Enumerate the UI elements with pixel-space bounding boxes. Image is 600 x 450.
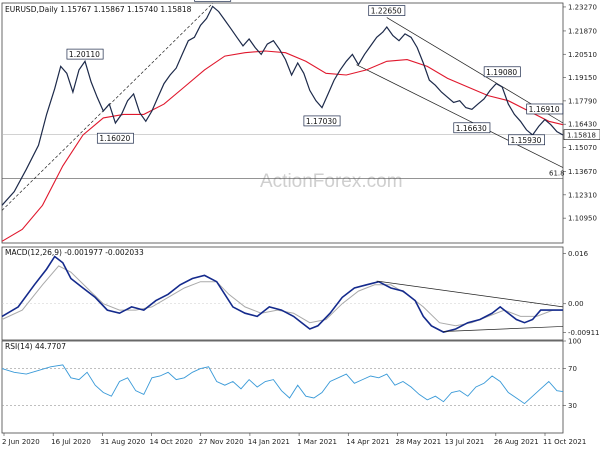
- macd-trendline: [443, 326, 564, 332]
- rsi-header: RSI(14) 44.7707: [5, 342, 66, 351]
- price-y-tick-label: 1.23270: [568, 3, 597, 11]
- rsi-frame: [1, 340, 564, 434]
- rsi-y-tick-label: 70: [568, 365, 577, 373]
- rsi-line: [1, 364, 564, 405]
- x-tick-label: 13 Jul 2021: [445, 438, 485, 446]
- fib-61-8-label: 61.8: [549, 170, 565, 178]
- price-trendline: [356, 64, 564, 168]
- price-annotation-box: [194, 0, 232, 2]
- price-y-tick-label: 1.13670: [568, 168, 597, 176]
- x-tick-label: 14 Apr 2021: [346, 438, 389, 446]
- price-y-tick-label: 1.10950: [568, 215, 597, 223]
- x-tick-label: 1 Mar 2021: [297, 438, 337, 446]
- axis-labels: 1.23270 1.21870 1.20510 1.19150 1.17790 1.164…: [2, 3, 600, 446]
- price-annotation-label: 1.16630: [456, 124, 487, 133]
- macd-y-tick-label: 0.00: [568, 300, 584, 308]
- price-y-tick-label: 1.15070: [568, 144, 597, 152]
- price-y-tick-label: 1.21870: [568, 27, 597, 35]
- macd-panel: [1, 255, 564, 333]
- price-annotation-label: 1.17030: [306, 117, 337, 126]
- rsi-panel: [1, 364, 564, 406]
- x-tick-label: 11 Oct 2021: [543, 438, 586, 446]
- price-annotation-label: 1.16020: [99, 134, 130, 143]
- price-annotation-label: 1.20110: [69, 50, 100, 59]
- price-annotation-box: [453, 122, 491, 134]
- price-y-tick-label: 1.17790: [568, 97, 597, 105]
- price-annotation-label: 1.19080: [486, 68, 517, 77]
- price-annotation-label: 1.15930: [510, 136, 541, 145]
- macd-y-tick-label: 0.016: [568, 250, 589, 258]
- price-y-tick-label: 1.20510: [568, 51, 597, 59]
- macd-trendline: [376, 280, 564, 308]
- price-annotation-box: [96, 132, 134, 144]
- price-annotation-label: 1.22650: [371, 7, 402, 16]
- sma-line: [1, 50, 564, 242]
- price-annotation-box: [508, 134, 545, 146]
- macd-frame: [1, 246, 564, 341]
- x-tick-label: 31 Aug 2020: [100, 438, 145, 446]
- price-panel: 61.8 1.23480 1.22650 1.20110 1.19080 1.16910 1…: [1, 0, 565, 242]
- x-tick-label: 27 Nov 2020: [199, 438, 244, 446]
- x-tick-label: 14 Oct 2020: [150, 438, 193, 446]
- price-y-tick-label: 1.16430: [568, 121, 597, 129]
- x-tick-label: 16 Jul 2020: [51, 438, 91, 446]
- price-header: EURUSD,Daily 1.15767 1.15867 1.15740 1.1…: [5, 5, 192, 14]
- price-annotation-box: [368, 5, 406, 16]
- macd-line: [1, 255, 563, 333]
- price-annotation-box: [303, 115, 341, 127]
- price-annotation-box: [66, 48, 104, 60]
- price-annotation-box: [483, 66, 521, 78]
- price-annotation-box: [526, 103, 564, 115]
- x-tick-label: 14 Jan 2021: [248, 438, 290, 446]
- current-price-box: [563, 129, 600, 140]
- rsi-y-tick-label: 30: [568, 402, 577, 410]
- rsi-y-tick-label: 100: [568, 338, 581, 346]
- x-tick-label: 2 Jun 2020: [2, 438, 40, 446]
- x-tick-label: 26 Aug 2021: [494, 438, 539, 446]
- current-price-label: 1.15818: [567, 132, 596, 140]
- price-y-tick-label: 1.19150: [568, 74, 597, 82]
- price-series-line: [1, 5, 564, 206]
- macd-y-tick-label: -0.009116: [568, 329, 600, 337]
- watermark: ActionForex.com: [260, 171, 403, 192]
- price-annotation-label: 1.16910: [529, 105, 560, 114]
- macd-header: MACD(12,26,9) -0.001977 -0.002033: [5, 248, 144, 257]
- price-y-tick-label: 1.12310: [568, 191, 597, 199]
- panel-frames: [1, 2, 564, 434]
- price-annotation-label: 1.23480: [197, 0, 228, 1]
- x-tick-label: 28 May 2021: [395, 438, 441, 446]
